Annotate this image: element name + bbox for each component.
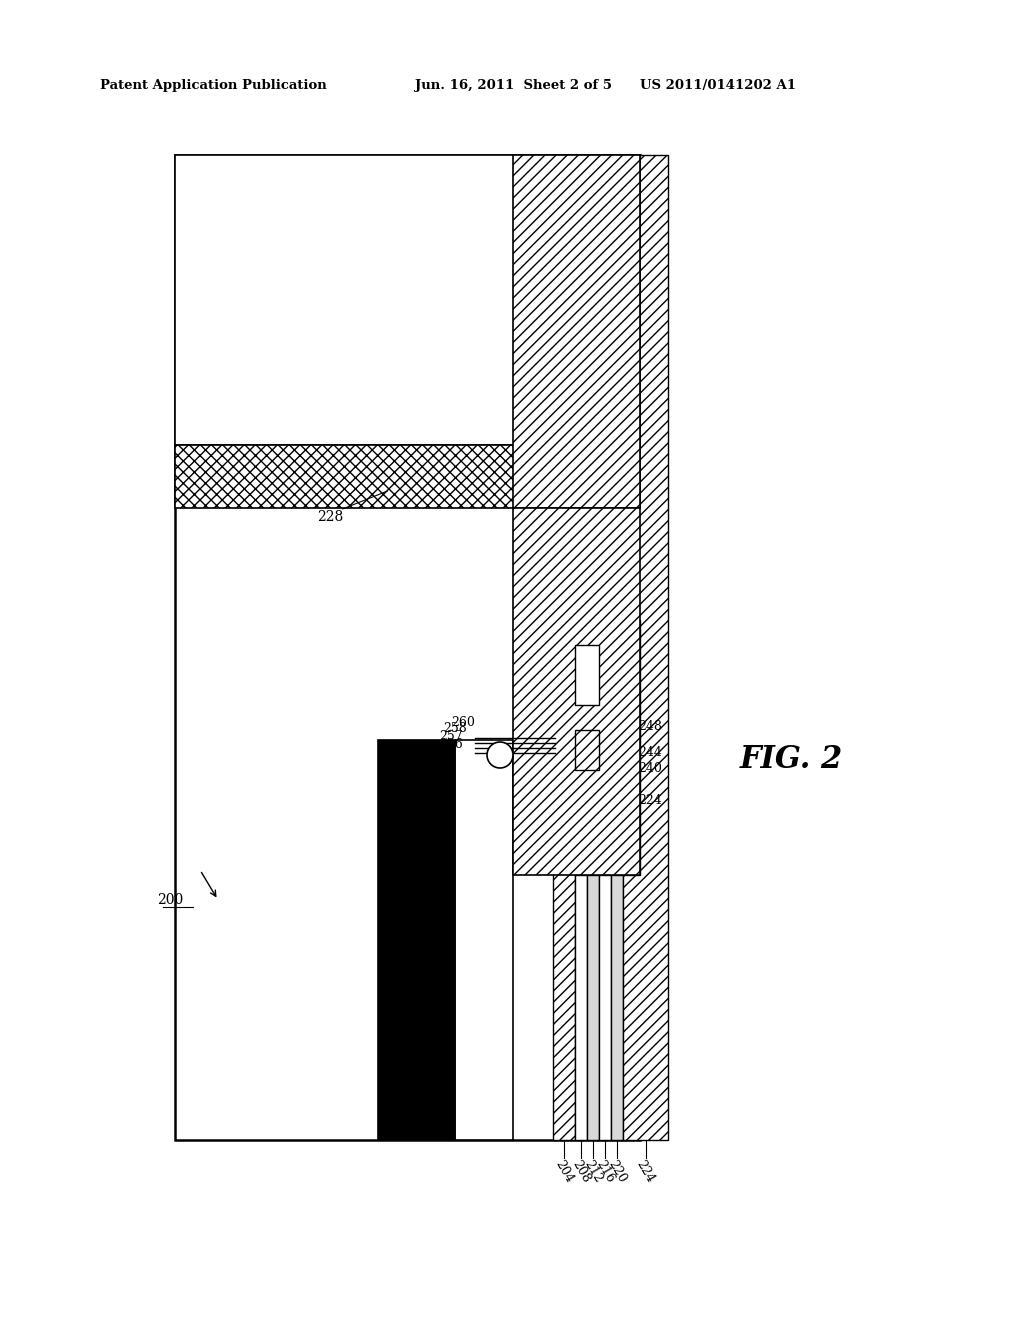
Bar xyxy=(587,154,599,1140)
Text: 204: 204 xyxy=(552,1158,575,1185)
Text: Jun. 16, 2011  Sheet 2 of 5: Jun. 16, 2011 Sheet 2 of 5 xyxy=(415,78,612,91)
Text: 256: 256 xyxy=(439,738,463,751)
Text: 240: 240 xyxy=(638,762,662,775)
Text: Patent Application Publication: Patent Application Publication xyxy=(100,78,327,91)
Text: US 2011/0141202 A1: US 2011/0141202 A1 xyxy=(640,78,796,91)
Text: 216: 216 xyxy=(593,1158,616,1185)
Text: 228: 228 xyxy=(316,510,343,524)
Circle shape xyxy=(487,742,513,768)
Bar xyxy=(175,154,640,1140)
Bar xyxy=(175,154,640,445)
Text: 224: 224 xyxy=(638,793,662,807)
Text: 220: 220 xyxy=(605,1158,629,1185)
Text: 212: 212 xyxy=(582,1158,604,1185)
Text: 244: 244 xyxy=(638,746,662,759)
Text: 224: 224 xyxy=(634,1158,657,1185)
Text: 260: 260 xyxy=(452,715,475,729)
Bar xyxy=(575,730,599,770)
Bar xyxy=(378,741,455,1140)
Text: 208: 208 xyxy=(569,1158,593,1185)
Bar xyxy=(455,741,513,1140)
Text: 236: 236 xyxy=(600,719,627,734)
Text: 257: 257 xyxy=(439,730,463,743)
Bar xyxy=(575,620,640,875)
Text: 248: 248 xyxy=(638,721,662,734)
Text: 200: 200 xyxy=(157,894,183,907)
Text: 252: 252 xyxy=(412,883,438,898)
Bar xyxy=(575,645,599,705)
Bar xyxy=(513,154,640,508)
Bar xyxy=(513,508,640,875)
Bar xyxy=(575,154,587,1140)
Bar xyxy=(611,154,623,1140)
Bar xyxy=(175,445,640,508)
Bar xyxy=(553,154,575,1140)
Bar xyxy=(599,154,611,1140)
Bar xyxy=(623,154,668,1140)
Text: 258: 258 xyxy=(443,722,467,735)
Text: 232: 232 xyxy=(503,744,529,759)
Text: FIG. 2: FIG. 2 xyxy=(740,744,843,776)
